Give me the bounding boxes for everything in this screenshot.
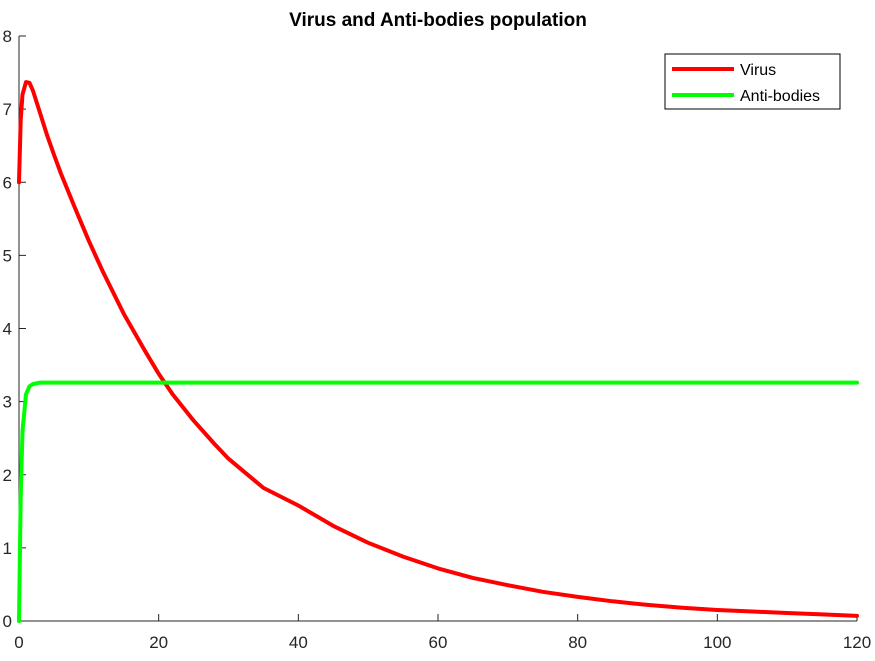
x-tick-label: 0 [14, 633, 23, 652]
y-tick-label: 3 [3, 393, 12, 412]
y-tick-label: 4 [3, 320, 12, 339]
y-tick-label: 8 [3, 27, 12, 46]
y-tick-label: 0 [3, 612, 12, 631]
legend-label-virus: Virus [740, 62, 776, 79]
axes: 0 20 40 60 80 100 120 0 1 2 3 4 5 6 7 8 [3, 27, 872, 652]
legend-box [664, 53, 841, 110]
series-line-virus [17, 80, 859, 618]
x-tick-label: 40 [289, 633, 308, 652]
x-tick-label: 100 [703, 633, 731, 652]
y-tick-label: 6 [3, 173, 12, 192]
legend: Virus Anti-bodies [664, 53, 841, 110]
series-line-anti-bodies [17, 380, 859, 623]
y-tick-label: 5 [3, 246, 12, 265]
x-tick-label: 20 [149, 633, 168, 652]
y-tick-label: 1 [3, 539, 12, 558]
legend-label-anti-bodies: Anti-bodies [740, 88, 820, 105]
y-tick-label: 7 [3, 100, 12, 119]
y-tick-label: 2 [3, 466, 12, 485]
x-tick-label: 120 [843, 633, 871, 652]
series-layer [17, 80, 859, 623]
chart-title: Virus and Anti-bodies population [289, 10, 587, 31]
x-tick-label: 80 [568, 633, 587, 652]
x-tick-label: 60 [429, 633, 448, 652]
